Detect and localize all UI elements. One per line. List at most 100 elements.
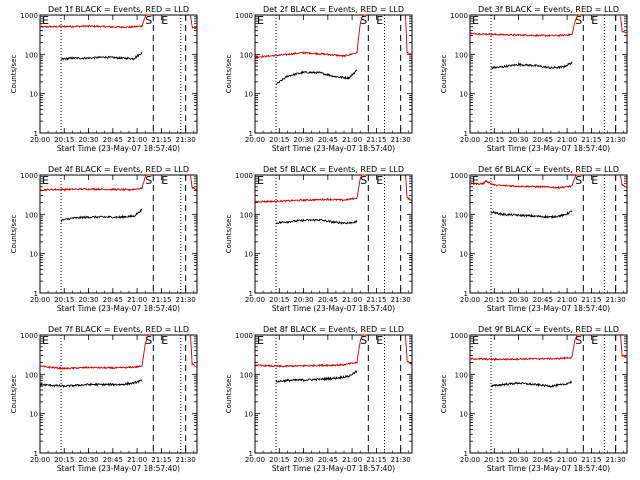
y-tick-label: 100 <box>25 211 38 219</box>
x-tick-label: 20:30 <box>293 456 313 464</box>
panel-title: Det 3f BLACK = Events, RED = LLD <box>478 5 619 14</box>
panel-title: Det 7f BLACK = Events, RED = LLD <box>48 325 189 334</box>
x-tick-label: 21:00 <box>127 456 147 464</box>
events-series-line <box>490 380 573 388</box>
y-tick-label: 100 <box>25 371 38 379</box>
plot-frame <box>469 334 628 454</box>
panel-7: Det 7f BLACK = Events, RED = LLD 1 10 100 10… <box>10 325 198 473</box>
marker-e: E <box>376 14 383 27</box>
x-tick-label: 20:30 <box>293 136 313 144</box>
plot-frame <box>39 14 198 134</box>
x-tick-label: 21:00 <box>127 296 147 304</box>
x-tick-label: 21:15 <box>366 136 386 144</box>
lld-series-line <box>39 174 198 192</box>
x-tick-label: 20:45 <box>318 296 338 304</box>
y-axis-label: Counts/sec <box>440 55 448 94</box>
x-tick-label: 21:15 <box>581 296 601 304</box>
x-tick-label: 21:00 <box>342 136 362 144</box>
x-tick-label: 21:00 <box>557 296 577 304</box>
marker-s: S <box>145 14 152 27</box>
x-axis-label: Start Time (23-May-07 18:57:40) <box>487 144 610 153</box>
marker-e: E <box>161 334 168 347</box>
x-tick-label: 21:15 <box>151 296 171 304</box>
y-tick-label: 10 <box>459 91 468 99</box>
x-axis-label: Start Time (23-May-07 18:57:40) <box>57 144 180 153</box>
x-tick-label: 21:15 <box>366 296 386 304</box>
y-tick-label: 1000 <box>20 172 38 180</box>
x-tick-label: 20:15 <box>484 136 504 144</box>
x-tick-label: 20:15 <box>54 296 74 304</box>
lld-series-line <box>254 14 413 59</box>
x-tick-label: 21:15 <box>151 136 171 144</box>
y-tick-label: 1 <box>34 130 38 138</box>
marker-e-left: E <box>42 334 49 347</box>
x-tick-label: 21:00 <box>127 136 147 144</box>
marker-s: S <box>360 174 367 187</box>
x-tick-label: 20:15 <box>54 456 74 464</box>
marker-s: S <box>360 14 367 27</box>
marker-s: S <box>360 334 367 347</box>
lld-series-line <box>254 174 413 204</box>
marker-e-left: E <box>472 334 479 347</box>
x-tick-label: 20:45 <box>103 136 123 144</box>
y-tick-label: 100 <box>25 51 38 59</box>
events-series-line <box>490 210 573 220</box>
y-tick-label: 1 <box>464 290 468 298</box>
y-tick-label: 10 <box>244 411 253 419</box>
y-tick-label: 1000 <box>20 332 38 340</box>
plot-frame <box>254 174 413 294</box>
plot-frame <box>254 334 413 454</box>
y-tick-label: 1000 <box>235 332 253 340</box>
x-tick-label: 20:00 <box>30 136 50 144</box>
y-tick-label: 10 <box>459 411 468 419</box>
y-tick-label: 10 <box>244 251 253 259</box>
panel-3: Det 3f BLACK = Events, RED = LLD 1 10 100 10… <box>440 5 628 153</box>
y-tick-label: 1000 <box>450 172 468 180</box>
x-tick-label: 20:30 <box>508 296 528 304</box>
x-tick-label: 21:00 <box>557 136 577 144</box>
x-axis-label: Start Time (23-May-07 18:57:40) <box>272 144 395 153</box>
plot-frame <box>39 334 198 454</box>
x-tick-label: 20:15 <box>484 456 504 464</box>
x-axis-label: Start Time (23-May-07 18:57:40) <box>57 464 180 473</box>
lld-series-line <box>39 334 198 371</box>
x-tick-label: 20:45 <box>103 456 123 464</box>
x-axis-label: Start Time (23-May-07 18:57:40) <box>487 464 610 473</box>
x-axis-label: Start Time (23-May-07 18:57:40) <box>272 464 395 473</box>
y-tick-label: 100 <box>240 211 253 219</box>
marker-e: E <box>376 334 383 347</box>
y-tick-label: 10 <box>459 251 468 259</box>
x-tick-label: 20:00 <box>245 136 265 144</box>
marker-e-left: E <box>257 174 264 187</box>
y-tick-label: 1000 <box>235 172 253 180</box>
x-tick-label: 20:15 <box>269 296 289 304</box>
y-tick-label: 10 <box>244 91 253 99</box>
x-tick-label: 21:30 <box>391 456 411 464</box>
x-tick-label: 21:15 <box>151 456 171 464</box>
marker-s: S <box>575 14 582 27</box>
y-axis-label: Counts/sec <box>225 375 233 414</box>
events-series-line <box>491 61 573 70</box>
x-tick-label: 20:00 <box>30 296 50 304</box>
lld-series-line <box>469 174 628 189</box>
events-series-line <box>275 369 358 383</box>
x-tick-label: 20:00 <box>460 136 480 144</box>
events-series-line <box>275 69 358 86</box>
x-tick-label: 20:00 <box>460 456 480 464</box>
panel-title: Det 2f BLACK = Events, RED = LLD <box>263 5 404 14</box>
x-tick-label: 21:15 <box>366 456 386 464</box>
x-tick-label: 21:30 <box>391 296 411 304</box>
marker-e: E <box>591 14 598 27</box>
marker-s: S <box>145 174 152 187</box>
events-series-line <box>60 208 143 223</box>
x-tick-label: 21:30 <box>391 136 411 144</box>
marker-e-left: E <box>42 14 49 27</box>
plot-frame <box>254 14 413 134</box>
x-tick-label: 20:15 <box>54 136 74 144</box>
panel-title: Det 8f BLACK = Events, RED = LLD <box>263 325 404 334</box>
x-tick-label: 20:15 <box>269 456 289 464</box>
panel-title: Det 4f BLACK = Events, RED = LLD <box>48 165 189 174</box>
y-tick-label: 10 <box>29 91 38 99</box>
x-tick-label: 21:15 <box>581 456 601 464</box>
y-tick-label: 1000 <box>20 12 38 20</box>
